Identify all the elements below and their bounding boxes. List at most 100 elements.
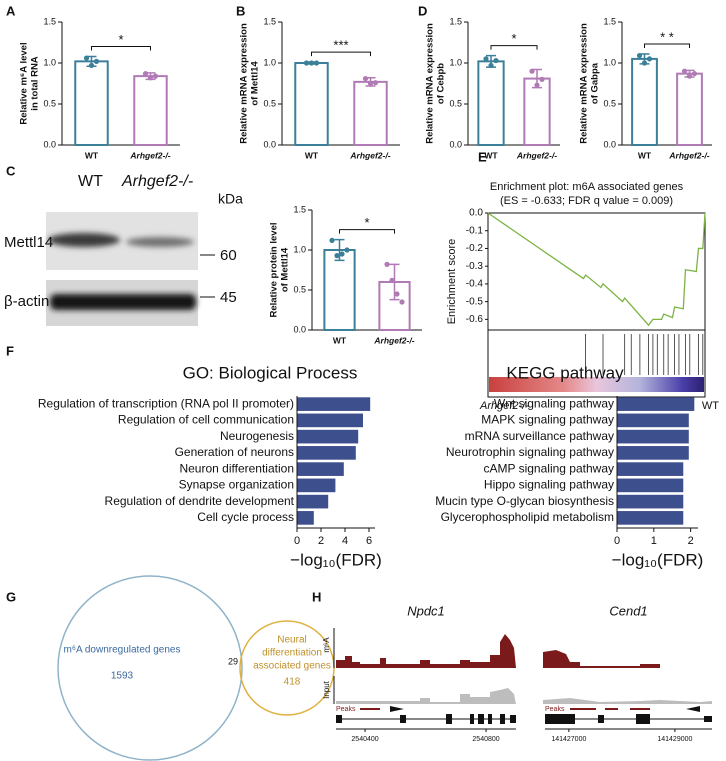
panel-label: E <box>478 149 487 164</box>
x-tick-label: WT <box>85 150 99 160</box>
input-coverage <box>336 688 516 704</box>
venn-label: differentiation <box>262 648 322 659</box>
gene-name: Cend1 <box>609 603 647 618</box>
category-label: Glycerophospholipid metabolism <box>441 510 614 524</box>
rank-band <box>489 377 704 392</box>
bar <box>353 80 388 146</box>
y-tick-label: -0.5 <box>466 296 484 307</box>
exon <box>400 715 406 723</box>
y-tick-label: 1.0 <box>43 57 56 67</box>
data-point <box>681 68 688 74</box>
venn: m⁶A downregulated genes 1593 29 Neural d… <box>57 575 335 761</box>
x-tick-label: Arhgef2-/- <box>349 150 390 160</box>
protein-label: Mettl14 <box>4 234 53 251</box>
bar <box>297 446 356 460</box>
significance-bracket <box>490 45 538 50</box>
y-tick-label: 0.5 <box>449 98 462 108</box>
data-point <box>147 75 154 81</box>
bar <box>297 511 314 525</box>
y-axis-label: Relative mRNA expression <box>579 23 590 144</box>
y-axis-label: in total RNA <box>30 56 41 110</box>
data-point <box>488 62 494 69</box>
x-tick-label: 2 <box>688 535 694 547</box>
exon <box>336 715 342 723</box>
x-axis-label: −log₁₀(FDR) <box>612 550 704 569</box>
bar <box>297 429 359 444</box>
blot-bands <box>48 233 196 310</box>
m6a-coverage <box>336 634 516 668</box>
band <box>126 237 194 247</box>
category-label: Hippo signaling pathway <box>484 478 614 492</box>
y-tick-label: 1.5 <box>43 16 56 26</box>
category-label: Synapse organization <box>179 478 294 492</box>
exon <box>500 714 505 724</box>
y-tick-label: 0.0 <box>293 324 306 334</box>
bar <box>617 429 689 444</box>
rank-label: WT <box>702 400 719 412</box>
data-point <box>334 253 340 259</box>
y-tick-label: 1.5 <box>263 16 276 26</box>
bar <box>617 462 684 476</box>
y-tick-label: -0.4 <box>466 279 484 290</box>
y-axis-label: Relative m⁶A level <box>19 42 30 124</box>
category-label: Generation of neurons <box>175 445 294 459</box>
data-point <box>691 71 698 77</box>
category-label: cAMP signaling pathway <box>483 461 614 475</box>
data-point <box>142 71 149 77</box>
y-axis-label: Relative protein level <box>269 222 280 317</box>
category-label: Regulation of dendrite development <box>105 494 295 508</box>
y-tick-label: -0.2 <box>466 243 484 254</box>
data-point <box>308 60 315 66</box>
x-tick-label: WT <box>638 150 652 160</box>
data-point <box>646 56 653 62</box>
x-tick-label: 1 <box>651 535 657 547</box>
data-point <box>303 60 310 66</box>
significance-bracket <box>644 43 690 48</box>
significance-label: * <box>118 32 123 47</box>
data-point <box>152 73 159 79</box>
chart-title: KEGG pathway <box>506 363 624 382</box>
venn-label: associated genes <box>253 661 331 672</box>
coordinate-label: 141429000 <box>657 736 692 743</box>
bar <box>297 494 329 509</box>
y-tick-label: 1.0 <box>449 57 462 67</box>
bar <box>617 397 695 411</box>
significance-bracket <box>311 51 371 57</box>
y-axis-label: of Cebpb <box>436 63 447 104</box>
y-tick-label: 0.5 <box>603 98 616 108</box>
marker-label: 45 <box>220 289 237 306</box>
y-tick-label: 1.0 <box>603 57 616 67</box>
bar <box>523 77 551 146</box>
panel-labels: A B C D E F G H <box>6 3 487 604</box>
y-tick-label: 1.5 <box>293 204 306 214</box>
bar <box>617 511 684 525</box>
data-point <box>367 80 374 87</box>
data-point <box>483 56 489 62</box>
data-point <box>539 76 545 82</box>
venn-count: 29 <box>228 656 238 666</box>
exon <box>488 714 492 724</box>
enrichment-line <box>487 212 706 327</box>
panel-label: D <box>418 3 427 18</box>
coordinate-label: 2540400 <box>351 736 378 743</box>
category-label: Regulation of transcription (RNA pol II … <box>38 396 294 410</box>
track-label: Peaks <box>545 706 565 713</box>
y-axis-label: of Mettl14 <box>250 61 261 106</box>
protein-label: β-actin <box>4 293 49 310</box>
chart-title: GO: Biological Process <box>183 363 358 382</box>
bar <box>617 494 684 509</box>
panel-label: G <box>6 589 16 604</box>
y-tick-label: 0.5 <box>293 284 306 294</box>
y-axis-label: Enrichment score <box>446 239 458 325</box>
data-point <box>394 291 400 297</box>
category-label: Neurotrophin signaling pathway <box>446 445 614 459</box>
data-point <box>534 82 540 88</box>
bar <box>676 72 703 146</box>
bar <box>133 75 168 146</box>
bar <box>617 413 689 428</box>
significance-label: *** <box>333 38 348 53</box>
x-tick-label: Arhgef2-/- <box>668 150 709 160</box>
coordinate-label: 2540800 <box>472 736 499 743</box>
bar <box>617 446 689 460</box>
track-label: m⁶A <box>322 637 331 653</box>
